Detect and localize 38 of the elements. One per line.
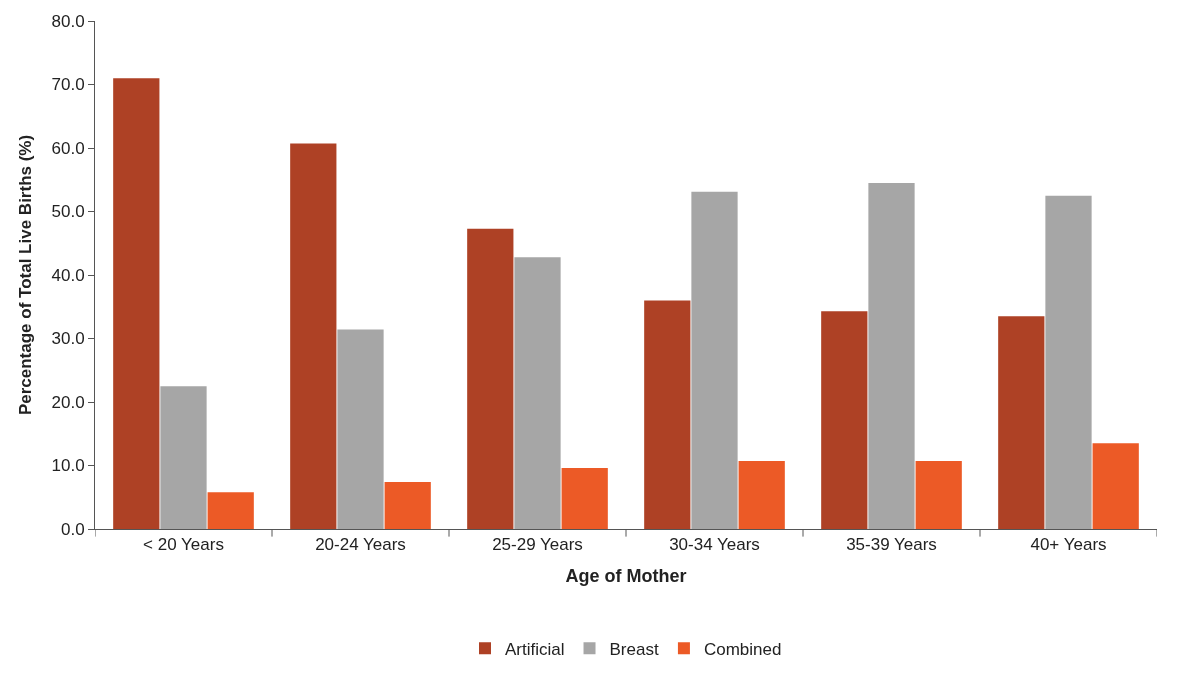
y-tick-label: 40.0 bbox=[51, 265, 85, 285]
x-axis-title: Age of Mother bbox=[565, 565, 687, 586]
bar bbox=[644, 300, 691, 529]
bar bbox=[290, 143, 337, 529]
bar bbox=[514, 257, 561, 529]
x-tick-label: < 20 Years bbox=[143, 535, 224, 555]
x-tick-label: 25-29 Years bbox=[492, 535, 583, 555]
bar bbox=[160, 386, 207, 529]
bar bbox=[113, 78, 160, 529]
y-tick-label: 50.0 bbox=[51, 202, 85, 222]
bar bbox=[738, 461, 785, 529]
y-tick-label: 80.0 bbox=[51, 11, 85, 31]
bar bbox=[868, 182, 915, 529]
y-axis-title: Percentage of Total Live Births (%) bbox=[16, 134, 36, 416]
y-tick-label: 70.0 bbox=[51, 75, 85, 95]
bar bbox=[915, 461, 962, 529]
y-tick-label: 30.0 bbox=[51, 329, 85, 349]
bar bbox=[207, 492, 254, 529]
x-tick-label: 30-34 Years bbox=[669, 535, 760, 555]
x-tick-label: 40+ Years bbox=[1030, 535, 1107, 555]
bar bbox=[1092, 443, 1139, 529]
bar bbox=[821, 311, 868, 529]
bar bbox=[1045, 195, 1092, 529]
legend-label: Breast bbox=[609, 639, 659, 659]
y-tick-label: 20.0 bbox=[51, 392, 85, 412]
bar bbox=[467, 228, 514, 529]
legend-label: Artificial bbox=[505, 639, 565, 659]
bar bbox=[337, 329, 384, 529]
bar bbox=[561, 468, 608, 529]
x-tick-label: 20-24 Years bbox=[315, 535, 406, 555]
legend-label: Combined bbox=[703, 639, 782, 659]
y-tick-label: 60.0 bbox=[51, 138, 85, 158]
bar bbox=[384, 482, 431, 529]
bar bbox=[691, 191, 738, 529]
y-tick-label: 10.0 bbox=[51, 456, 85, 476]
bar bbox=[998, 316, 1045, 529]
y-tick-label: 0.0 bbox=[60, 519, 85, 539]
x-tick-label: 35-39 Years bbox=[846, 535, 937, 555]
